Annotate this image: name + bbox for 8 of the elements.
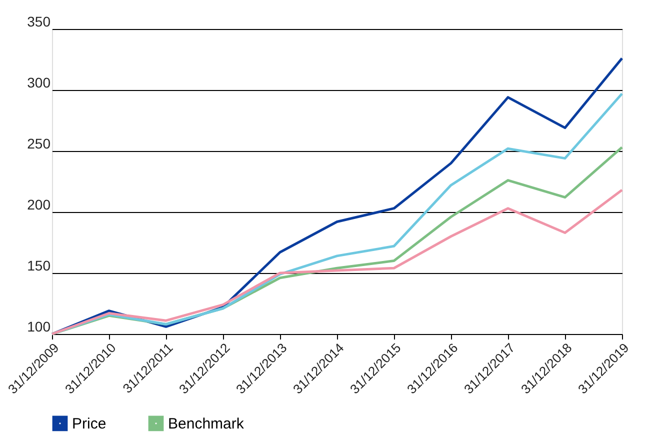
legend-label: Benchmark (168, 415, 244, 432)
y-tick-label: 150 (27, 258, 51, 274)
y-tick-label: 100 (27, 318, 51, 334)
y-tick-label: 350 (27, 14, 51, 30)
y-tick-label: 250 (27, 136, 51, 152)
legend-label: Price (72, 415, 106, 432)
y-tick-label: 200 (27, 196, 51, 212)
y-tick-label: 300 (27, 74, 51, 90)
